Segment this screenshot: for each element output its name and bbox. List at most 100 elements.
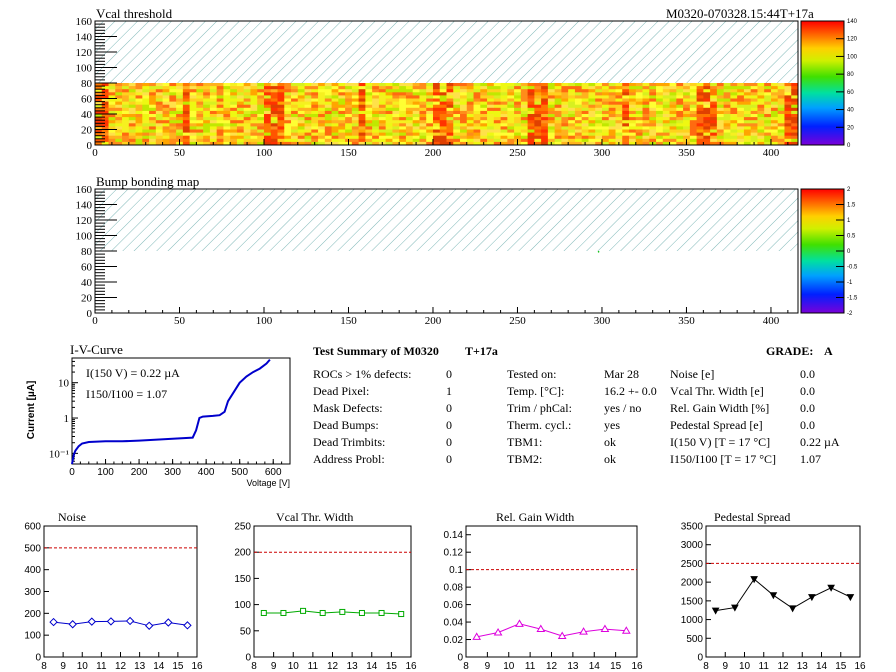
pixel-cell: [473, 86, 481, 90]
pixel-cell: [291, 110, 299, 115]
pixel-cell: [750, 132, 758, 137]
pixel-cell: [284, 123, 292, 127]
pixel-cell: [115, 98, 123, 102]
pixel-cell: [169, 110, 177, 115]
pixel-cell: [203, 89, 211, 93]
pixel-cell: [372, 104, 380, 109]
pixel-cell: [196, 92, 204, 96]
pixel-cell: [737, 98, 745, 102]
pixel-cell: [182, 83, 191, 87]
pixel-cell: [155, 95, 163, 99]
pixel-cell: [683, 123, 691, 127]
pixel-cell: [710, 117, 718, 121]
pixel-cell: [574, 104, 583, 109]
pixel-cell: [331, 123, 339, 127]
pixel-cell: [527, 123, 535, 127]
pixel-cell: [284, 117, 292, 121]
pixel-cell: [581, 138, 589, 143]
pixel-cell: [324, 132, 332, 137]
pixel-cell: [284, 141, 292, 146]
pixel-cell: [635, 132, 643, 137]
pixel-cell: [297, 107, 305, 112]
pixel-cell: [635, 117, 643, 121]
pixel-cell: [149, 120, 157, 124]
pixel-cell: [689, 104, 698, 109]
pixel-cell: [649, 107, 657, 112]
pixel-cell: [473, 120, 481, 124]
pixel-cell: [649, 132, 657, 137]
summary-value: 0: [446, 418, 452, 432]
pixel-cell: [588, 110, 596, 115]
pixel-cell: [608, 123, 616, 127]
pixel-cell: [500, 114, 508, 118]
pixel-cell: [561, 117, 569, 121]
pixel-cell: [365, 138, 373, 143]
data-point: [300, 607, 307, 614]
pixel-cell: [514, 104, 522, 109]
pixel-cell: [162, 107, 170, 112]
pixel-cell: [514, 132, 522, 137]
palette-tick-label: 0.5: [847, 234, 856, 240]
pixel-cell: [514, 83, 522, 87]
pixel-cell: [493, 132, 501, 137]
pixel-cell: [601, 114, 610, 118]
pixel-cell: [338, 89, 346, 93]
summary-label: Dead Pixel:: [313, 384, 370, 398]
pixel-cell: [527, 98, 535, 102]
pixel-cell: [730, 95, 738, 99]
pixel-cell: [649, 89, 657, 93]
pixel-cell: [169, 107, 177, 112]
pixel-cell: [318, 89, 326, 93]
pixel-cell: [791, 98, 799, 102]
pixel-cell: [277, 86, 285, 90]
pixel-cell: [216, 141, 224, 146]
pixel-cell: [716, 126, 725, 130]
pixel-cell: [689, 89, 698, 93]
pixel-cell: [331, 95, 339, 99]
pixel-cell: [656, 89, 664, 93]
pixel-cell: [581, 92, 589, 96]
pixel-cell: [750, 126, 758, 130]
pixel-cell: [142, 89, 150, 93]
pixel-cell: [182, 104, 191, 109]
pixel-cell: [784, 89, 792, 93]
pixel-cell: [209, 132, 218, 137]
pixel-cell: [568, 117, 576, 121]
pixel-cell: [629, 135, 637, 140]
pixel-cell: [412, 95, 420, 99]
pixel-cell: [351, 126, 360, 130]
pixel-cell: [372, 123, 380, 127]
pixel-cell: [784, 117, 792, 121]
iv-x-tick-label: 100: [97, 467, 114, 478]
pixel-cell: [601, 101, 610, 106]
pixel-cell: [743, 92, 752, 96]
pixel-cell: [784, 138, 792, 143]
pixel-cell: [270, 83, 278, 87]
pixel-cell: [696, 129, 704, 133]
pixel-cell: [656, 83, 664, 87]
pixel-cell: [710, 138, 718, 143]
pixel-cell: [662, 98, 670, 102]
pixel-cell: [791, 83, 799, 87]
pixel-cell: [345, 129, 353, 133]
summary-value: 0: [446, 435, 452, 449]
pixel-cell: [487, 129, 495, 133]
x-tick-label: 15: [386, 661, 398, 672]
pixel-cell: [311, 138, 319, 143]
pixel-cell: [203, 126, 211, 130]
pixel-cell: [608, 114, 616, 118]
pixel-cell: [683, 86, 691, 90]
vcal-thr-width-series-line: [263, 610, 402, 615]
pixel-cell: [676, 86, 684, 90]
pixel-cell: [574, 114, 583, 118]
pixel-cell: [277, 120, 285, 124]
pixel-cell: [189, 104, 197, 109]
pixel-cell: [574, 132, 583, 137]
pixel-cell: [257, 138, 265, 143]
pixel-cell: [169, 86, 177, 90]
pixel-cell: [656, 129, 664, 133]
pixel-cell: [236, 114, 245, 118]
pixel-cell: [514, 123, 522, 127]
pixel-cell: [399, 114, 407, 118]
